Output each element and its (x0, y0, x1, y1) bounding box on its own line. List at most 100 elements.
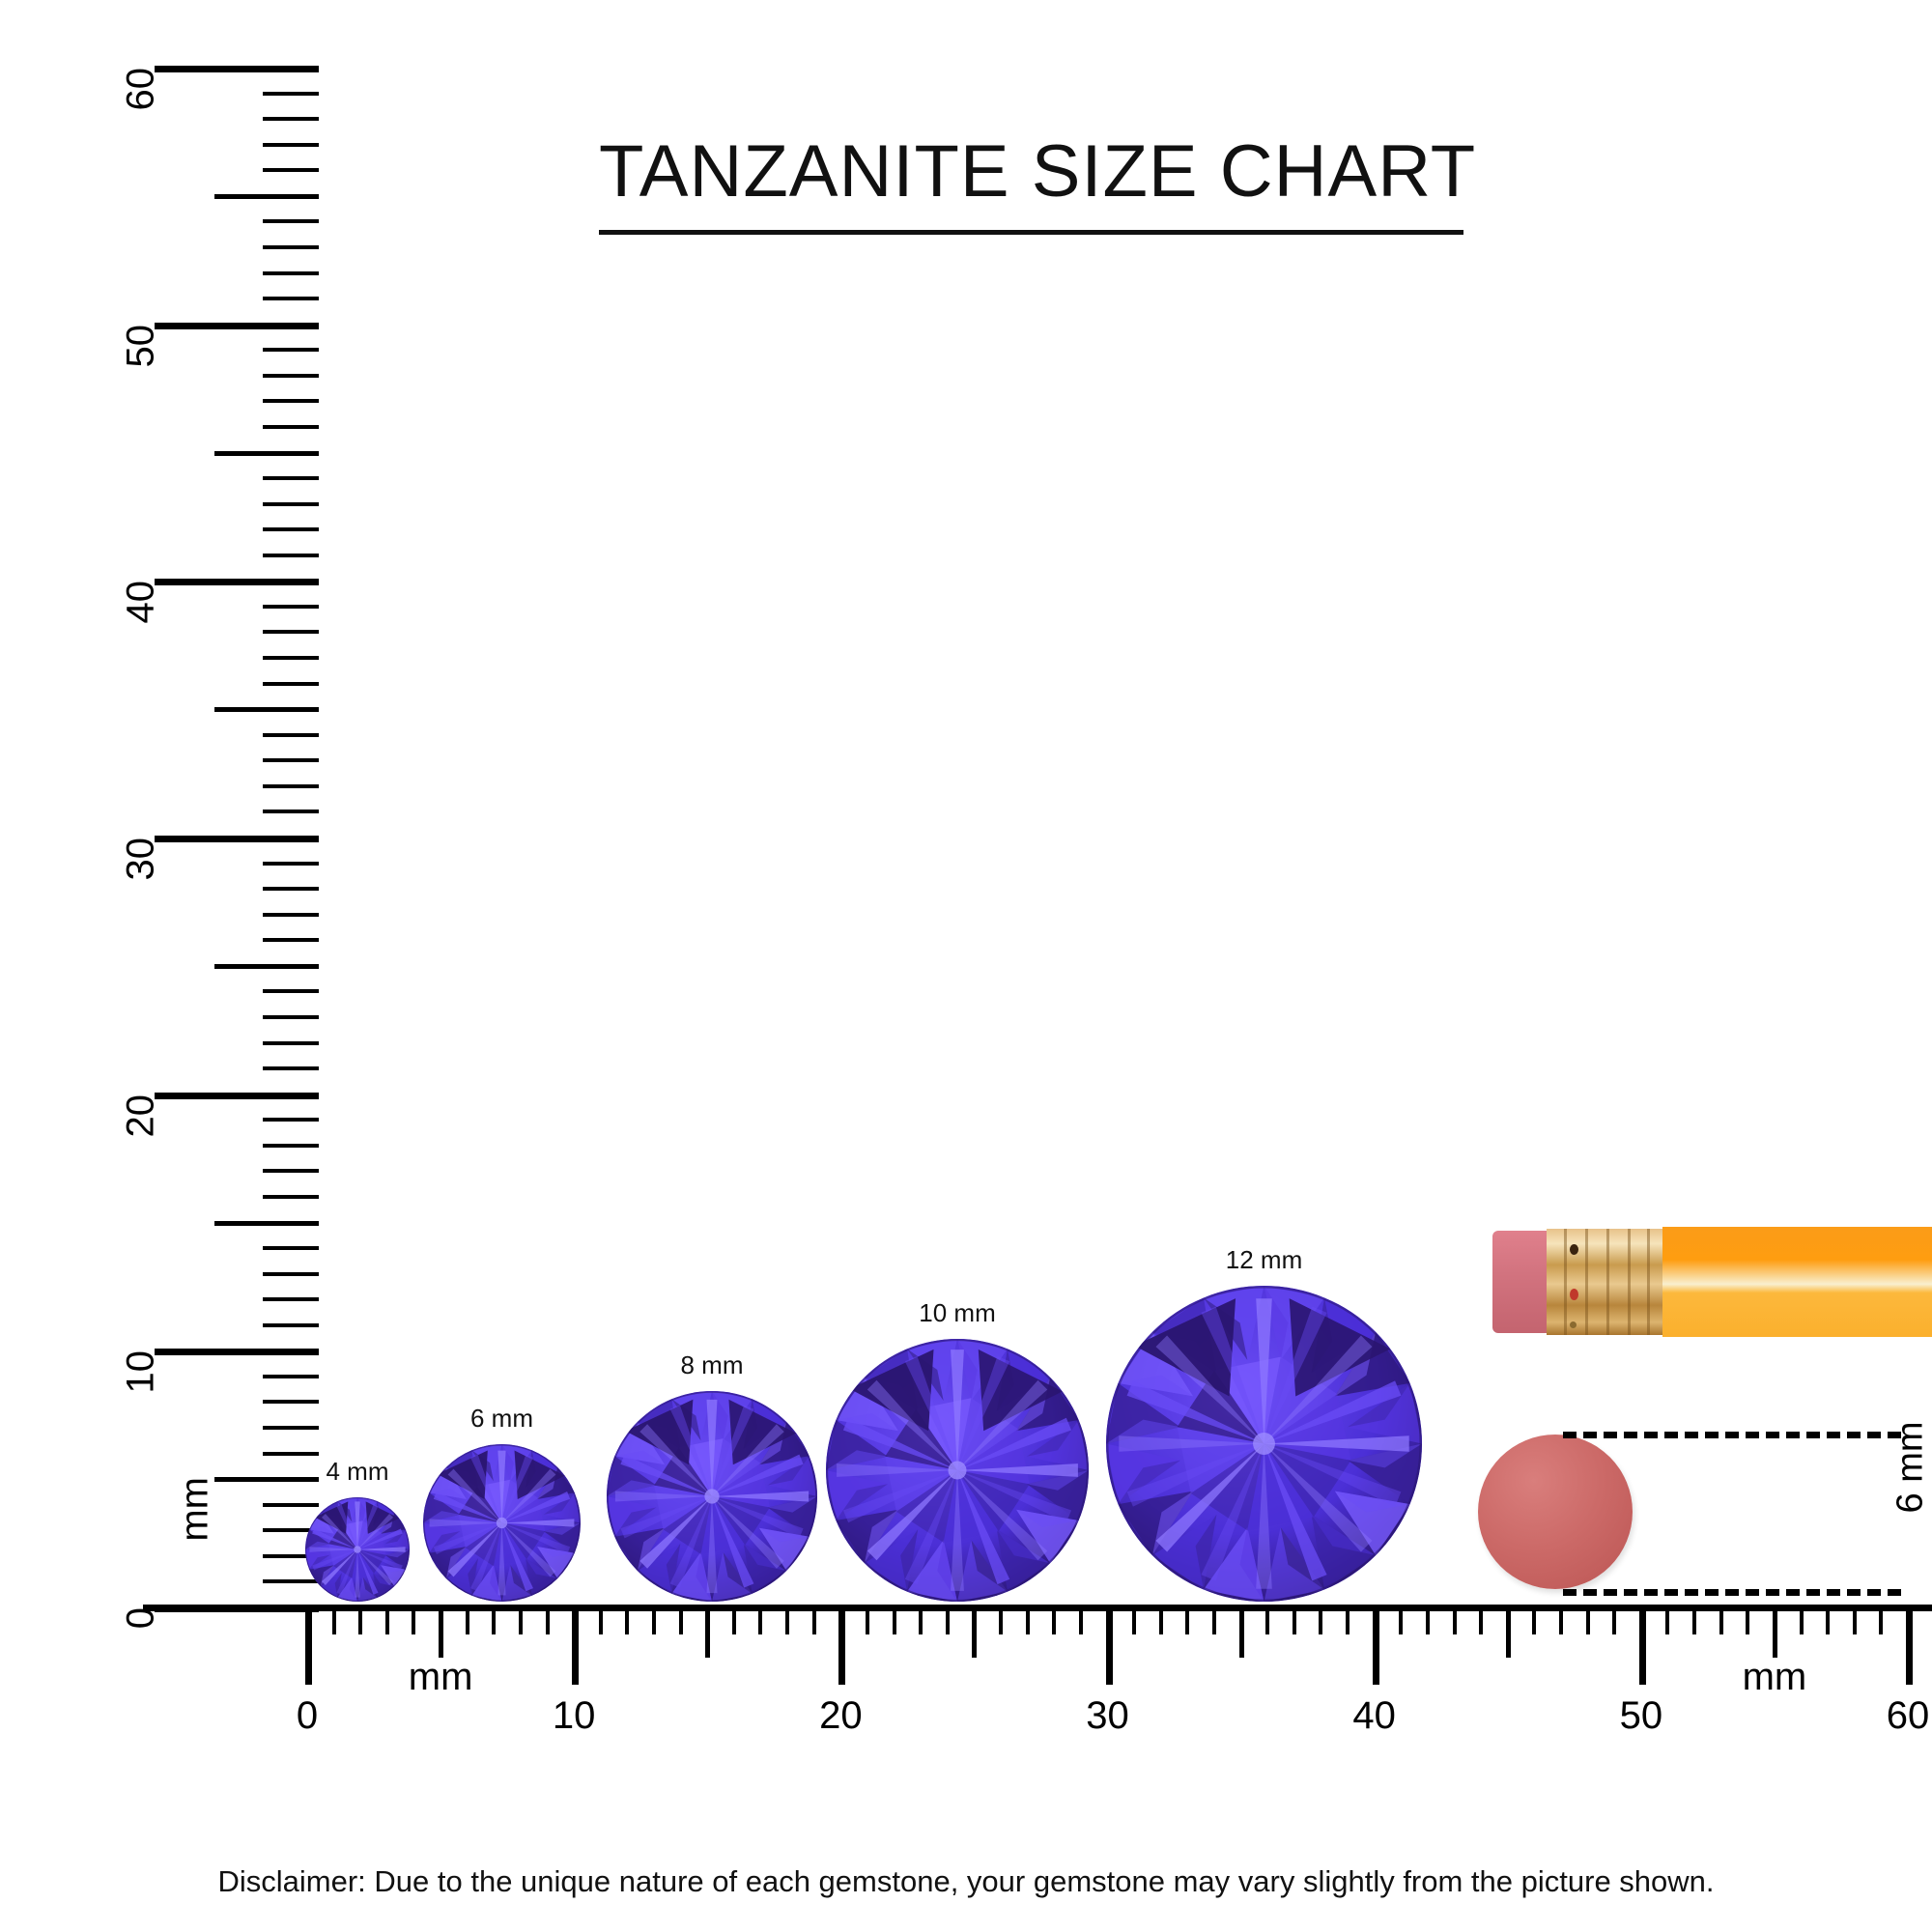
measure-dash-top (1563, 1432, 1901, 1438)
horizontal-ruler-tick (1505, 1607, 1511, 1658)
horizontal-ruler-tick (1665, 1607, 1670, 1634)
vertical-ruler-tick (263, 1118, 319, 1122)
horizontal-ruler-tick (1052, 1607, 1057, 1634)
horizontal-ruler: 0 10 20 30 40 50 60 mm mm (297, 1607, 1932, 1849)
vertical-ruler-tick (263, 630, 319, 635)
vertical-ruler-tick (263, 244, 319, 249)
horizontal-ruler-tick (1372, 1607, 1379, 1685)
vertical-ruler-tick (263, 783, 319, 788)
horizontal-ruler-tick (1025, 1607, 1030, 1634)
disclaimer-text: Disclaimer: Due to the unique nature of … (217, 1864, 1715, 1898)
vertical-ruler-label: 60 (119, 68, 161, 111)
vertical-ruler-tick (214, 963, 319, 969)
vertical-ruler-tick (155, 1092, 319, 1099)
horizontal-ruler-tick (331, 1607, 336, 1634)
vertical-ruler-tick (263, 732, 319, 737)
horizontal-ruler-label: 40 (1352, 1694, 1396, 1737)
horizontal-ruler-tick (1906, 1607, 1913, 1685)
horizontal-ruler-tick (1719, 1607, 1723, 1634)
horizontal-ruler-tick (572, 1607, 580, 1685)
vertical-ruler-tick (214, 707, 319, 713)
horizontal-ruler-tick (1532, 1607, 1537, 1634)
horizontal-ruler-label: 30 (1086, 1694, 1129, 1737)
gemstone-item: 8 mm (607, 1352, 817, 1650)
vertical-ruler-tick (263, 1040, 319, 1045)
horizontal-ruler-tick (1746, 1607, 1750, 1634)
vertical-ruler-tick (263, 348, 319, 353)
horizontal-ruler-tick (545, 1607, 550, 1634)
vertical-ruler-tick (263, 168, 319, 173)
vertical-ruler-tick (263, 989, 319, 994)
vertical-ruler: 0 10 20 30 40 50 60 mm (77, 66, 319, 1629)
horizontal-ruler-tick (1479, 1607, 1484, 1634)
horizontal-ruler-tick (1185, 1607, 1190, 1634)
horizontal-ruler-tick (1346, 1607, 1350, 1634)
horizontal-ruler-label: 20 (819, 1694, 863, 1737)
gemstone-round-brilliant (826, 1339, 1089, 1602)
horizontal-ruler-tick (731, 1607, 736, 1634)
vertical-ruler-tick (263, 553, 319, 557)
vertical-ruler-tick (263, 1400, 319, 1405)
ferrule-dot-small (1570, 1321, 1577, 1328)
horizontal-ruler-tick (1425, 1607, 1430, 1634)
vertical-ruler-tick (263, 501, 319, 506)
gemstone-size-label: 6 mm (470, 1404, 533, 1433)
vertical-ruler-tick (263, 1169, 319, 1174)
horizontal-ruler-tick (492, 1607, 497, 1634)
ferrule-dot-dark (1570, 1244, 1578, 1255)
gemstone-size-label: 12 mm (1225, 1245, 1303, 1274)
horizontal-ruler-tick (919, 1607, 923, 1634)
vertical-ruler-tick (263, 399, 319, 404)
gemstone-item: 10 mm (826, 1300, 1089, 1650)
vertical-ruler-label: 10 (119, 1350, 161, 1394)
vertical-ruler-tick (263, 1451, 319, 1456)
horizontal-ruler-tick (412, 1607, 416, 1634)
horizontal-ruler-tick (865, 1607, 869, 1634)
vertical-ruler-tick (263, 938, 319, 943)
vertical-ruler-tick (263, 424, 319, 429)
eraser-measure-label: 6 mm (1889, 1421, 1931, 1514)
vertical-ruler-tick (263, 681, 319, 686)
horizontal-ruler-tick (305, 1607, 312, 1685)
page-title: TANZANITE SIZE CHART (599, 130, 1477, 213)
ruler-baseline (143, 1605, 1932, 1611)
horizontal-ruler-tick (705, 1607, 711, 1658)
vertical-ruler-label: 40 (119, 581, 161, 624)
vertical-ruler-tick (263, 219, 319, 224)
vertical-ruler-tick (263, 1374, 319, 1378)
vertical-ruler-tick (155, 1349, 319, 1356)
vertical-ruler-label: 20 (119, 1094, 161, 1138)
horizontal-ruler-tick (1265, 1607, 1270, 1634)
horizontal-ruler-tick (1692, 1607, 1697, 1634)
horizontal-ruler-tick (1772, 1607, 1777, 1658)
horizontal-ruler-tick (892, 1607, 896, 1634)
vertical-ruler-tick (263, 1143, 319, 1148)
vertical-ruler-tick (263, 887, 319, 892)
horizontal-ruler-tick (652, 1607, 657, 1634)
vertical-ruler-tick (214, 193, 319, 199)
measure-dash-bottom (1563, 1589, 1901, 1596)
gemstone-size-label: 10 mm (919, 1298, 996, 1327)
horizontal-ruler-tick (625, 1607, 630, 1634)
horizontal-ruler-tick (1319, 1607, 1323, 1634)
horizontal-ruler-label: 0 (296, 1694, 319, 1737)
horizontal-ruler-tick (358, 1607, 363, 1634)
horizontal-ruler-tick (678, 1607, 683, 1634)
vertical-ruler-tick (263, 270, 319, 275)
eraser-disc (1478, 1435, 1633, 1589)
vertical-ruler-tick (263, 656, 319, 661)
vertical-ruler-tick (263, 91, 319, 96)
vertical-ruler-tick (214, 1220, 319, 1226)
horizontal-ruler-tick (1799, 1607, 1804, 1634)
vertical-ruler-unit-label: mm (174, 1477, 216, 1542)
horizontal-ruler-tick (758, 1607, 763, 1634)
horizontal-ruler-tick (1612, 1607, 1617, 1634)
horizontal-ruler-tick (972, 1607, 978, 1658)
vertical-ruler-tick (263, 1194, 319, 1199)
vertical-ruler-tick (214, 1477, 319, 1483)
vertical-ruler-tick (263, 117, 319, 122)
vertical-ruler-tick (263, 373, 319, 378)
horizontal-ruler-tick (785, 1607, 790, 1634)
eraser-measure-group: 6 mm (1449, 1391, 1932, 1613)
gemstone-size-label: 4 mm (326, 1457, 389, 1486)
